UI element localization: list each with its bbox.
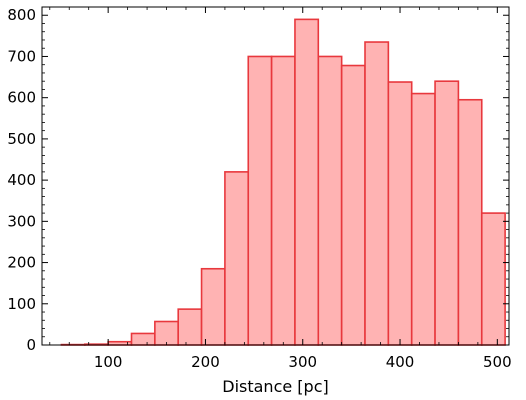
y-tick-label-8: 800 (7, 6, 36, 24)
y-tick-label-7: 700 (7, 47, 36, 65)
histogram-bar-10 (294, 18, 320, 346)
histogram-bar-9 (270, 55, 296, 346)
y-tick-label-5: 500 (7, 130, 36, 148)
histogram-bar-17 (457, 98, 483, 346)
y-axis-ticks: 0 100 200 300 400 500 600 700 800 (7, 6, 509, 354)
histogram-bar-15 (410, 92, 436, 346)
histogram-bar-14 (387, 81, 413, 346)
histogram-bar-8 (247, 55, 273, 346)
plot-frame (41, 6, 510, 346)
histogram-bar-5 (177, 308, 203, 346)
histogram-bar-11 (317, 55, 343, 346)
x-tick-label-0: 100 (94, 353, 123, 371)
x-tick-label-1: 200 (191, 353, 220, 371)
y-tick-label-3: 300 (7, 212, 36, 230)
histogram-bar-16 (434, 80, 460, 346)
y-tick-label-1: 100 (7, 295, 36, 313)
y-tick-label-6: 600 (7, 89, 36, 107)
histogram-bar-3 (130, 332, 156, 346)
x-tick-label-4: 500 (483, 353, 512, 371)
histogram-bar-6 (200, 267, 226, 346)
histogram-bar-7 (224, 171, 250, 346)
x-tick-label-3: 400 (386, 353, 415, 371)
y-tick-label-2: 200 (7, 254, 36, 272)
y-tick-label-4: 400 (7, 171, 36, 189)
x-axis-ticks: 100 200 300 400 500 (49, 7, 512, 371)
histogram-bars (60, 18, 506, 346)
x-tick-label-2: 300 (288, 353, 317, 371)
histogram-bar-4 (154, 320, 180, 346)
x-axis-label: Distance [pc] (222, 377, 328, 396)
histogram-bar-12 (340, 64, 366, 346)
y-tick-label-0: 0 (26, 336, 36, 354)
histogram-bar-13 (364, 41, 390, 346)
histogram-bar-18 (480, 212, 506, 346)
